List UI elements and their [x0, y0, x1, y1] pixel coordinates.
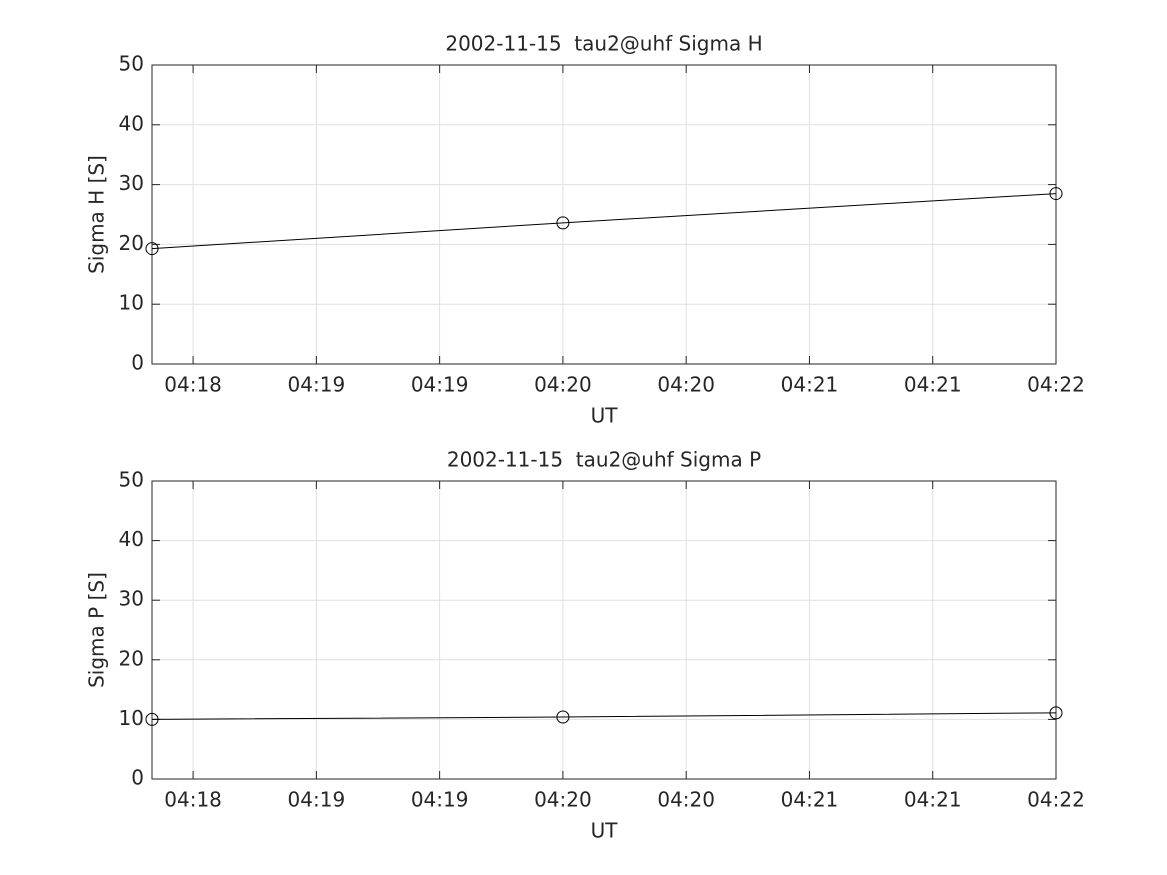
x-tick-label: 04:19: [411, 373, 469, 397]
point: [1049, 706, 1063, 720]
y-tick-label: 30: [119, 587, 144, 611]
y-tick-label: 10: [119, 291, 144, 315]
x-tick-label: 04:19: [288, 788, 346, 812]
x-tick-label: 04:21: [904, 788, 962, 812]
x-tick-label: 04:20: [657, 373, 715, 397]
plot-area: [152, 65, 1056, 364]
y-tick-label: 20: [119, 646, 144, 670]
point: [145, 712, 159, 726]
y-tick-label: 10: [119, 706, 144, 730]
x-axis-label: UT: [591, 404, 619, 428]
chart-title: 2002-11-15 tau2@uhf Sigma H: [445, 32, 762, 56]
y-axis-label: Sigma P [S]: [85, 572, 109, 688]
x-tick-label: 04:20: [534, 788, 592, 812]
point: [556, 216, 570, 230]
chart-title: 2002-11-15 tau2@uhf Sigma P: [447, 448, 761, 472]
plot-area: [152, 481, 1056, 779]
x-tick-label: 04:19: [288, 373, 346, 397]
x-tick-label: 04:21: [781, 373, 839, 397]
x-tick-label: 04:22: [1027, 788, 1085, 812]
x-tick-label: 04:18: [164, 788, 222, 812]
y-tick-label: 20: [119, 231, 144, 255]
x-tick-label: 04:21: [781, 788, 839, 812]
axes-box: [151, 64, 1057, 365]
x-tick-label: 04:22: [1027, 373, 1085, 397]
y-tick-label: 0: [131, 766, 144, 790]
x-tick-label: 04:20: [534, 373, 592, 397]
y-tick-label: 50: [119, 468, 144, 492]
axes-box: [151, 480, 1057, 780]
line: [151, 712, 1057, 720]
y-axis-label: Sigma H [S]: [85, 155, 109, 274]
y-tick-label: 40: [119, 111, 144, 135]
y-tick-label: 50: [119, 52, 144, 76]
x-axis-label: UT: [591, 819, 619, 843]
line: [151, 193, 1057, 250]
y-tick-label: 40: [119, 527, 144, 551]
y-tick-label: 30: [119, 171, 144, 195]
point: [556, 710, 570, 724]
point: [145, 242, 159, 256]
x-tick-label: 04:21: [904, 373, 962, 397]
x-tick-label: 04:19: [411, 788, 469, 812]
y-tick-label: 0: [131, 351, 144, 375]
point: [1049, 187, 1063, 201]
x-tick-label: 04:18: [164, 373, 222, 397]
x-tick-label: 04:20: [657, 788, 715, 812]
